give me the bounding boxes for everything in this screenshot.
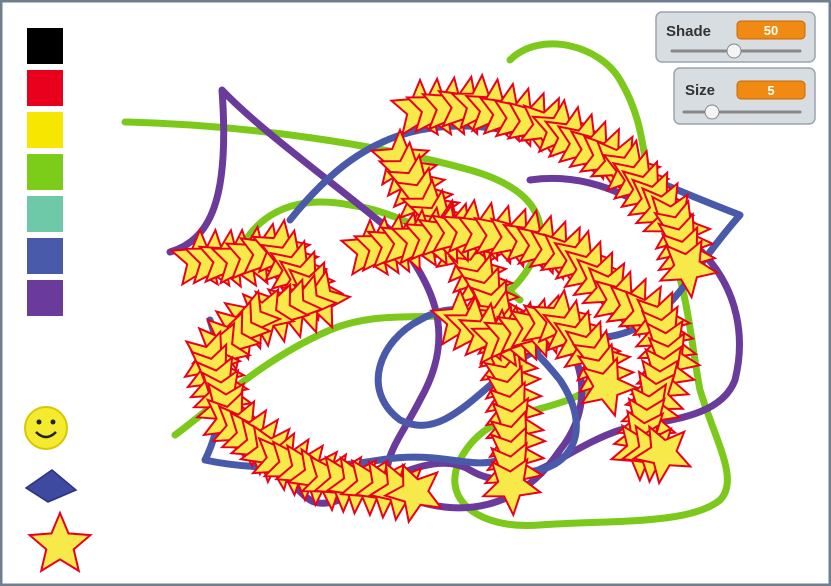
- stage: Shade 50 Size 5: [0, 0, 831, 586]
- size-monitor: Size 5: [674, 68, 815, 124]
- shade-monitor: Shade 50: [656, 12, 815, 62]
- color-palette: [27, 28, 63, 316]
- monitor-value: 5: [767, 83, 774, 98]
- color-swatch[interactable]: [27, 154, 63, 190]
- color-swatch[interactable]: [27, 280, 63, 316]
- color-swatch[interactable]: [27, 196, 63, 232]
- color-swatch[interactable]: [27, 238, 63, 274]
- monitor-label: Size: [685, 82, 715, 99]
- monitor-label: Shade: [666, 23, 711, 40]
- slider-knob[interactable]: [705, 105, 719, 119]
- monitor-value: 50: [764, 23, 778, 38]
- color-swatch[interactable]: [27, 70, 63, 106]
- smiley-button[interactable]: [25, 407, 67, 449]
- color-swatch[interactable]: [27, 28, 63, 64]
- slider-knob[interactable]: [727, 44, 741, 58]
- color-swatch[interactable]: [27, 112, 63, 148]
- page: Shade 50 Size 5 (() => { const data = JS…: [0, 0, 831, 586]
